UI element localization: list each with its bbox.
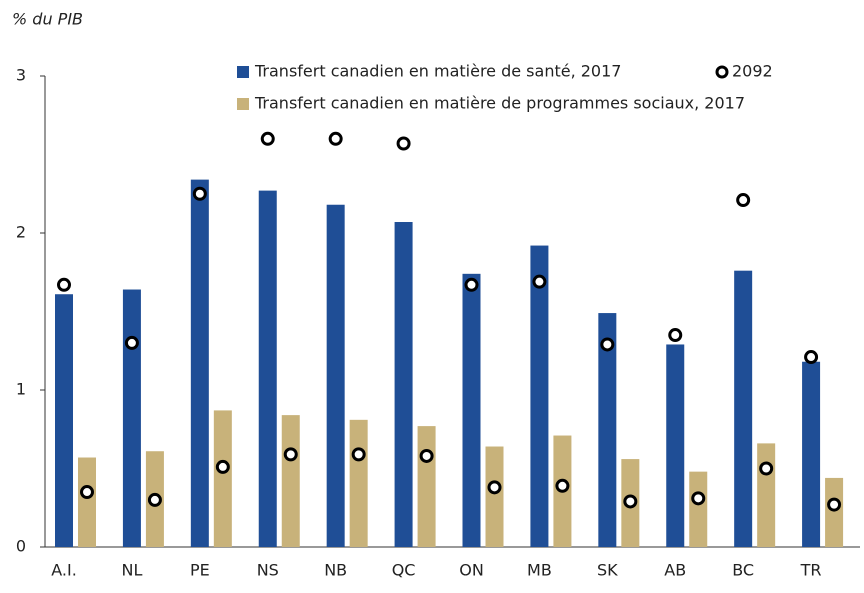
projection-marker (57, 277, 71, 292)
y-tick-label: 3 (16, 66, 26, 85)
x-tick-label: AB (664, 561, 686, 580)
projection-marker (555, 478, 570, 493)
projection-marker (668, 328, 683, 343)
bar (757, 443, 776, 547)
bar (417, 426, 436, 547)
bar (326, 204, 345, 548)
projection-marker (260, 131, 275, 146)
bar (530, 245, 549, 547)
x-tick-label: NB (324, 561, 347, 580)
projection-marker (759, 461, 774, 476)
projection-marker (192, 186, 207, 201)
legend-label: 2092 (732, 62, 773, 81)
bar (598, 313, 617, 547)
projection-marker (827, 497, 842, 512)
bar (734, 270, 753, 547)
y-tick-label: 1 (16, 380, 26, 399)
projection-marker (804, 350, 819, 365)
bar (802, 361, 821, 547)
projection-marker (283, 447, 298, 462)
x-tick-label: QC (392, 561, 416, 580)
projection-marker (124, 335, 139, 350)
bar (258, 190, 277, 548)
x-tick-label: MB (527, 561, 552, 580)
bar (485, 446, 504, 547)
x-tick-label: BC (732, 561, 754, 580)
projection-marker (80, 485, 94, 500)
bar (825, 477, 844, 547)
bar (462, 273, 481, 547)
bar (78, 457, 96, 547)
projection-marker (351, 447, 366, 462)
bar (122, 289, 141, 547)
projection-marker (623, 494, 638, 509)
projection-marker (328, 131, 343, 146)
x-tick-label: NS (257, 561, 279, 580)
projection-marker (419, 448, 434, 463)
projection-marker (487, 480, 502, 495)
bar (349, 419, 368, 547)
bar (689, 471, 708, 547)
projection-marker (396, 136, 411, 151)
x-tick-label: SK (597, 561, 618, 580)
y-tick-label: 0 (16, 537, 26, 556)
legend-label: Transfert canadien en matière de santé, … (254, 62, 621, 81)
projection-marker (600, 337, 615, 352)
y-axis-label: % du PIB (12, 10, 83, 29)
legend-swatch (237, 98, 249, 110)
projection-marker (691, 491, 706, 506)
bar (281, 415, 300, 547)
x-tick-label: NL (121, 561, 142, 580)
bar (666, 344, 685, 547)
legend-swatch (237, 66, 249, 78)
projection-marker (215, 459, 230, 474)
projection-marker (464, 277, 479, 292)
bar (190, 179, 209, 547)
projection-marker (736, 193, 751, 208)
bar (394, 222, 413, 547)
x-tick-label: ON (459, 561, 484, 580)
legend-label: Transfert canadien en matière de program… (254, 94, 745, 113)
x-tick-label: PE (190, 561, 210, 580)
projection-marker (147, 492, 162, 507)
bar (213, 410, 232, 547)
x-tick-label: A.I. (51, 561, 77, 580)
bar (55, 294, 73, 547)
x-tick-label: TR (800, 561, 822, 580)
legend-marker (715, 65, 729, 79)
projection-marker (532, 274, 547, 289)
y-tick-label: 2 (16, 223, 26, 242)
